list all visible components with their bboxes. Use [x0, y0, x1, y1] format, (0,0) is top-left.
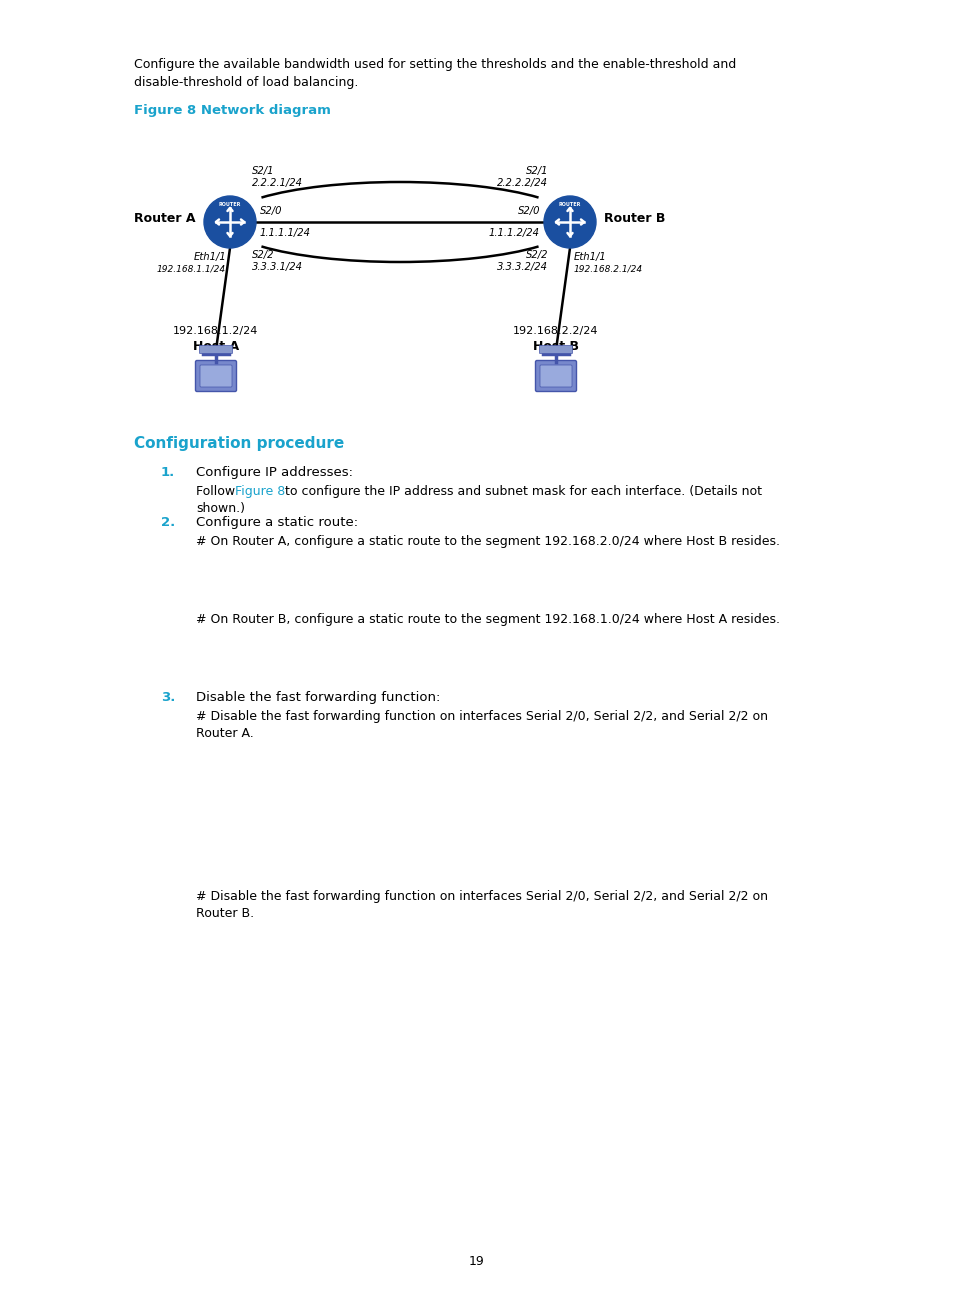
Text: Figure 8: Figure 8 — [234, 485, 285, 498]
Text: Configure IP addresses:: Configure IP addresses: — [195, 467, 353, 480]
Text: Configure a static route:: Configure a static route: — [195, 516, 357, 529]
Text: shown.): shown.) — [195, 502, 245, 515]
Text: # Disable the fast forwarding function on interfaces Serial 2/0, Serial 2/2, and: # Disable the fast forwarding function o… — [195, 710, 767, 723]
Text: S2/0: S2/0 — [260, 206, 282, 216]
Text: 3.: 3. — [161, 691, 175, 704]
FancyBboxPatch shape — [199, 346, 233, 354]
Text: Figure 8 Network diagram: Figure 8 Network diagram — [133, 104, 331, 117]
Text: 192.168.1.1/24: 192.168.1.1/24 — [156, 264, 226, 273]
Text: Configuration procedure: Configuration procedure — [133, 435, 344, 451]
Circle shape — [543, 196, 596, 248]
Text: Configure the available bandwidth used for setting the thresholds and the enable: Configure the available bandwidth used f… — [133, 58, 736, 71]
Text: 192.168.2.1/24: 192.168.2.1/24 — [574, 264, 642, 273]
Text: S2/2: S2/2 — [252, 250, 274, 260]
Text: 3.3.3.1/24: 3.3.3.1/24 — [252, 262, 303, 272]
Text: Host B: Host B — [533, 340, 578, 353]
Text: Host A: Host A — [193, 340, 239, 353]
Text: 192.168.1.2/24: 192.168.1.2/24 — [173, 327, 258, 336]
Text: # Disable the fast forwarding function on interfaces Serial 2/0, Serial 2/2, and: # Disable the fast forwarding function o… — [195, 890, 767, 903]
Text: S2/0: S2/0 — [517, 206, 539, 216]
Text: Eth1/1: Eth1/1 — [574, 251, 606, 262]
Text: ROUTER: ROUTER — [558, 202, 580, 207]
Text: ROUTER: ROUTER — [218, 202, 241, 207]
Text: Follow: Follow — [195, 485, 239, 498]
Text: 3.3.3.2/24: 3.3.3.2/24 — [497, 262, 547, 272]
Text: # On Router B, configure a static route to the segment 192.168.1.0/24 where Host: # On Router B, configure a static route … — [195, 613, 780, 626]
Text: 2.2.2.1/24: 2.2.2.1/24 — [252, 178, 303, 188]
FancyBboxPatch shape — [535, 360, 576, 391]
Text: 1.1.1.2/24: 1.1.1.2/24 — [489, 228, 539, 238]
Text: to configure the IP address and subnet mask for each interface. (Details not: to configure the IP address and subnet m… — [281, 485, 761, 498]
FancyBboxPatch shape — [200, 365, 232, 388]
Text: 1.: 1. — [161, 467, 175, 480]
Text: Router A.: Router A. — [195, 727, 253, 740]
Circle shape — [204, 196, 255, 248]
Text: 19: 19 — [469, 1255, 484, 1267]
Text: 1.1.1.1/24: 1.1.1.1/24 — [260, 228, 311, 238]
Text: S2/1: S2/1 — [252, 166, 274, 176]
Text: Disable the fast forwarding function:: Disable the fast forwarding function: — [195, 691, 440, 704]
Text: 2.: 2. — [161, 516, 175, 529]
Text: S2/2: S2/2 — [525, 250, 547, 260]
Text: Router B: Router B — [603, 211, 664, 224]
Text: S2/1: S2/1 — [525, 166, 547, 176]
Text: # On Router A, configure a static route to the segment 192.168.2.0/24 where Host: # On Router A, configure a static route … — [195, 535, 780, 548]
Text: Eth1/1: Eth1/1 — [193, 251, 226, 262]
Text: 192.168.2.2/24: 192.168.2.2/24 — [513, 327, 598, 336]
Text: 2.2.2.2/24: 2.2.2.2/24 — [497, 178, 547, 188]
FancyBboxPatch shape — [195, 360, 236, 391]
Text: Router B.: Router B. — [195, 907, 253, 920]
FancyBboxPatch shape — [539, 365, 572, 388]
FancyBboxPatch shape — [539, 346, 572, 354]
Text: disable-threshold of load balancing.: disable-threshold of load balancing. — [133, 76, 358, 89]
Text: Router A: Router A — [134, 211, 195, 224]
